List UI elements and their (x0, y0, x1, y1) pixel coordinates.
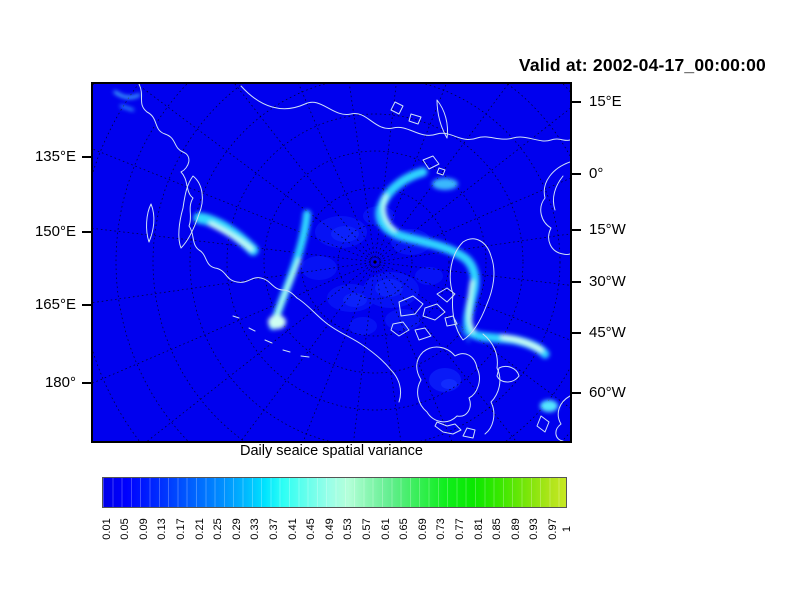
meridian-label-150E: 150°E (34, 223, 76, 240)
axis-tick (572, 173, 581, 175)
sakhalin-island (146, 203, 155, 243)
colorbar-tick-label: 0.89 (509, 518, 522, 540)
colorbar-tick-label: 0.01 (100, 518, 113, 540)
graticule-parallel (263, 150, 487, 374)
arctic-variance-map (93, 84, 570, 441)
colorbar-tick-label: 0.69 (416, 518, 429, 540)
colorbar-tick-label: 0.05 (119, 518, 132, 540)
colorbar-tick-label: 0.93 (528, 518, 541, 540)
meridian-label-15E: 15°E (589, 93, 622, 110)
axis-tick (82, 156, 91, 158)
colorbar-tick-label: 0.73 (435, 518, 448, 540)
colorbar-tick-label: 0.77 (454, 518, 467, 540)
labrador-band-core (500, 334, 544, 353)
novaya-zemlya (436, 99, 448, 139)
scandinavia (540, 161, 570, 255)
meridian-label-0: 0° (589, 165, 604, 182)
plot-title: Valid at: 2002-04-17_00:00:00 (518, 55, 766, 75)
greenland (449, 238, 495, 341)
colorbar-tick-label: 0.97 (547, 518, 560, 540)
colorbar-tick-label: 0.41 (286, 518, 299, 540)
axis-tick (572, 101, 581, 103)
eurasia-north-coast (240, 85, 570, 142)
europe-coast (555, 395, 570, 441)
corner-squiggle (113, 90, 141, 99)
hudson-bay (416, 346, 480, 423)
map-panel (91, 82, 572, 443)
kara-blob (432, 178, 458, 190)
coastlines (138, 84, 570, 441)
meridian-label-45W: 45°W (589, 324, 626, 341)
colorbar-tick-label: 0.85 (491, 518, 504, 540)
meridian-label-30W: 30°W (589, 273, 626, 290)
british-isles (536, 415, 550, 433)
siberia-coast (138, 84, 298, 299)
okhotsk-band-core (208, 221, 254, 252)
axis-tick (572, 332, 581, 334)
corner-squiggle (120, 105, 134, 111)
fram-band-core (466, 279, 476, 334)
axis-tick (572, 281, 581, 283)
colorbar-tick-label: 0.13 (156, 518, 169, 540)
graticule-parallel (337, 224, 413, 300)
great-lakes (434, 421, 476, 439)
colorbar-tick-label: 0.65 (398, 518, 411, 540)
meridian-label-180: 180° (44, 374, 76, 391)
axis-tick (82, 382, 91, 384)
graticule-parallel (189, 84, 561, 441)
aleutian-islands (232, 315, 310, 358)
st-lawrence-blob (540, 400, 558, 412)
ice-variance-bands (113, 90, 558, 412)
meridian-label-165E: 165°E (34, 296, 76, 313)
svalbard (422, 155, 446, 176)
colorbar-tick-label: 0.17 (175, 518, 188, 540)
colorbar-tick-label: 0.37 (268, 518, 281, 540)
axis-tick (82, 231, 91, 233)
graticule-parallel (300, 187, 450, 337)
kara-band-core (381, 194, 397, 232)
severnaya-zemlya (390, 101, 422, 125)
meridian-label-135E: 135°E (34, 148, 76, 165)
colorbar-title: Daily seaice spatial variance (240, 443, 423, 459)
colorbar-tick-label: 0.29 (230, 518, 243, 540)
colorbar-tick-label: 0.49 (323, 518, 336, 540)
canadian-archipelago (390, 287, 458, 341)
scandinavia-fjords (552, 175, 564, 211)
graticule (93, 84, 570, 441)
colorbar-tick-label: 0.21 (193, 518, 206, 540)
colorbar-tick-label: 0.25 (212, 518, 225, 540)
colorbar-tick-label: 1 (561, 525, 573, 533)
meridian-label-60W: 60°W (589, 384, 626, 401)
kamchatka-peninsula (178, 175, 203, 249)
colorbar-tick-label: 0.57 (361, 518, 374, 540)
bering-blob (268, 315, 286, 329)
colorbar-tick-label: 0.09 (137, 518, 150, 540)
meridian-label-15W: 15°W (589, 221, 626, 238)
colorbar (102, 477, 567, 508)
colorbar-tick-label: 0.33 (249, 518, 262, 540)
colorbar-tick-label: 0.61 (379, 518, 392, 540)
colorbar-tick-label: 0.53 (342, 518, 355, 540)
axis-tick (572, 392, 581, 394)
axis-tick (572, 229, 581, 231)
axis-tick (82, 304, 91, 306)
colorbar-tick-label: 0.81 (472, 518, 485, 540)
graticule-parallel (226, 113, 524, 411)
colorbar-tick-label: 0.45 (305, 518, 318, 540)
alaska-coast (296, 297, 402, 403)
labrador-coast (482, 333, 501, 435)
